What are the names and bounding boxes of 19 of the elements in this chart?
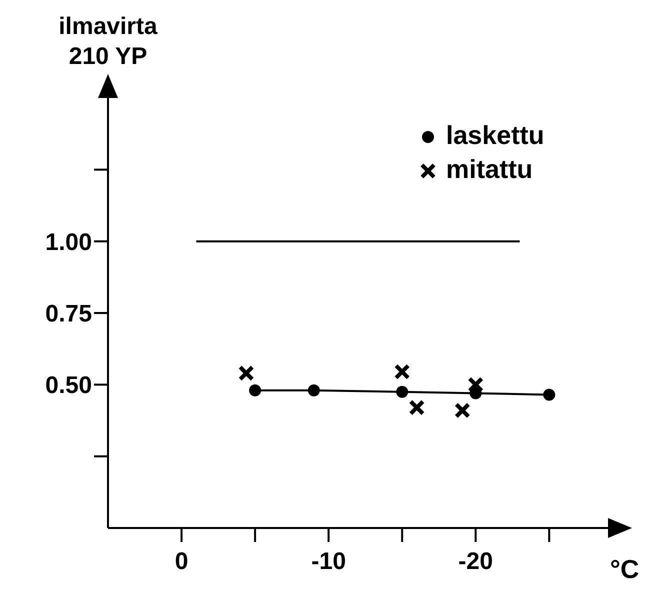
- point: [238, 365, 254, 382]
- legend-label: mitattu: [446, 153, 533, 186]
- y-tick-label: 1.00: [45, 228, 92, 256]
- legend-label: laskettu: [446, 119, 544, 152]
- point: [543, 388, 556, 401]
- point: [308, 384, 320, 396]
- point: [454, 402, 470, 418]
- point: [396, 386, 408, 398]
- point: [394, 364, 410, 380]
- x-axis-title: °C: [610, 554, 640, 585]
- y-axis-title: ilmavirta 210 YP: [58, 12, 158, 72]
- point: [408, 400, 425, 416]
- point: [249, 384, 262, 396]
- y-tick-label: 0.50: [45, 372, 92, 400]
- x-tick-label: -10: [311, 548, 346, 576]
- x-tick-label: 0: [174, 548, 188, 576]
- y-tick-label: 0.75: [45, 300, 92, 328]
- x-tick-label: -20: [458, 548, 493, 576]
- point: [468, 376, 484, 393]
